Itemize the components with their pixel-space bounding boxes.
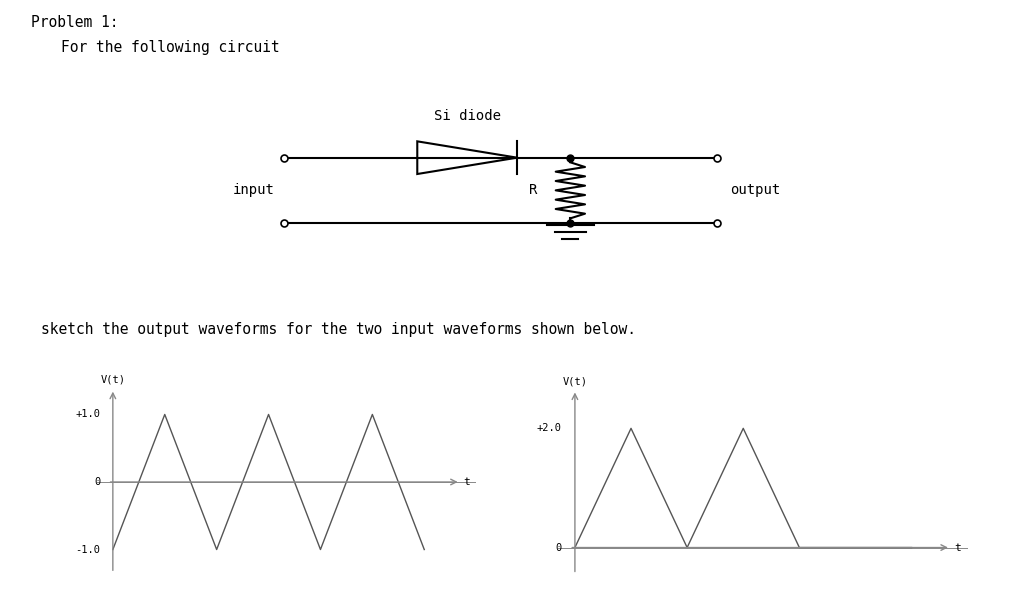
Text: For the following circuit: For the following circuit (61, 40, 281, 55)
Text: t: t (954, 543, 961, 553)
Text: R: R (528, 184, 538, 197)
Text: Problem 1:: Problem 1: (31, 15, 118, 30)
Text: t: t (464, 477, 470, 487)
Text: +1.0: +1.0 (76, 410, 100, 419)
Text: V(t): V(t) (100, 374, 125, 384)
Text: input: input (232, 184, 274, 197)
Text: 0: 0 (555, 543, 561, 553)
Text: 0: 0 (94, 477, 100, 487)
Text: V(t): V(t) (562, 376, 588, 387)
Text: -1.0: -1.0 (76, 545, 100, 554)
Text: Si diode: Si diode (434, 109, 501, 123)
Text: +2.0: +2.0 (537, 424, 561, 433)
Text: sketch the output waveforms for the two input waveforms shown below.: sketch the output waveforms for the two … (41, 322, 636, 337)
Text: output: output (730, 184, 780, 197)
